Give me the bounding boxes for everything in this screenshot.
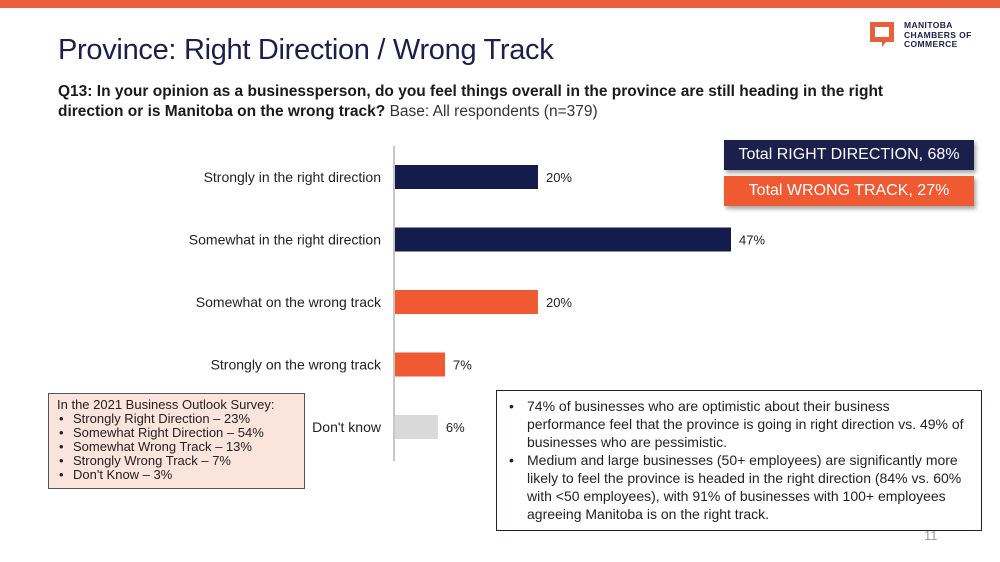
value-label: 47%	[739, 233, 765, 248]
survey-question: Q13: In your opinion as a businessperson…	[58, 82, 888, 122]
outlook-item: Somewhat Wrong Track – 13%	[57, 440, 296, 455]
category-label: Strongly on the wrong track	[211, 357, 382, 373]
bar	[395, 290, 538, 314]
findings-list: 74% of businesses who are optimistic abo…	[505, 397, 971, 523]
bar	[395, 227, 731, 252]
total-wrong-track-box: Total WRONG TRACK, 27%	[724, 176, 974, 206]
outlook-item: Somewhat Right Direction – 54%	[57, 426, 296, 441]
value-label: 7%	[453, 358, 472, 373]
finding-item: Medium and large businesses (50+ employe…	[505, 451, 971, 523]
category-label: Don't know	[312, 419, 382, 435]
manitoba-chambers-logo: MANITOBA CHAMBERS OF COMMERCE	[868, 20, 988, 52]
findings-notes-box: 74% of businesses who are optimistic abo…	[496, 390, 982, 531]
category-label: Strongly in the right direction	[204, 169, 381, 185]
outlook-item: Strongly Wrong Track – 7%	[57, 454, 296, 469]
value-label: 6%	[446, 420, 465, 435]
chamber-logo-icon	[870, 22, 894, 47]
logo-line: COMMERCE	[904, 39, 958, 49]
outlook-item: Don't Know – 3%	[57, 468, 296, 483]
finding-item: 74% of businesses who are optimistic abo…	[505, 397, 971, 451]
category-label: Somewhat on the wrong track	[196, 294, 382, 310]
value-label: 20%	[546, 170, 572, 185]
category-label: Somewhat in the right direction	[189, 232, 381, 248]
value-label: 20%	[546, 295, 572, 310]
question-base: Base: All respondents (n=379)	[389, 103, 598, 120]
page-number: 11	[924, 528, 938, 543]
bar	[395, 415, 438, 439]
slide-title: Province: Right Direction / Wrong Track	[58, 34, 554, 66]
top-accent-bar	[0, 0, 1000, 8]
outlook-list: Strongly Right Direction – 23% Somewhat …	[57, 412, 296, 483]
outlook-heading: In the 2021 Business Outlook Survey:	[57, 397, 275, 412]
question-text: Q13: In your opinion as a businessperson…	[58, 83, 884, 120]
bar	[395, 352, 446, 377]
outlook-survey-box: In the 2021 Business Outlook Survey: Str…	[48, 393, 305, 489]
bars-layer: Strongly in the right direction 20% Somewh…	[189, 165, 765, 439]
logo-line: CHAMBERS OF	[904, 29, 972, 40]
logo-line: MANITOBA	[904, 20, 953, 30]
logo-wordmark: MANITOBA CHAMBERS OF COMMERCE	[904, 20, 972, 50]
total-right-direction-box: Total RIGHT DIRECTION, 68%	[724, 140, 974, 170]
outlook-item: Strongly Right Direction – 23%	[57, 412, 296, 427]
bar	[395, 165, 538, 189]
